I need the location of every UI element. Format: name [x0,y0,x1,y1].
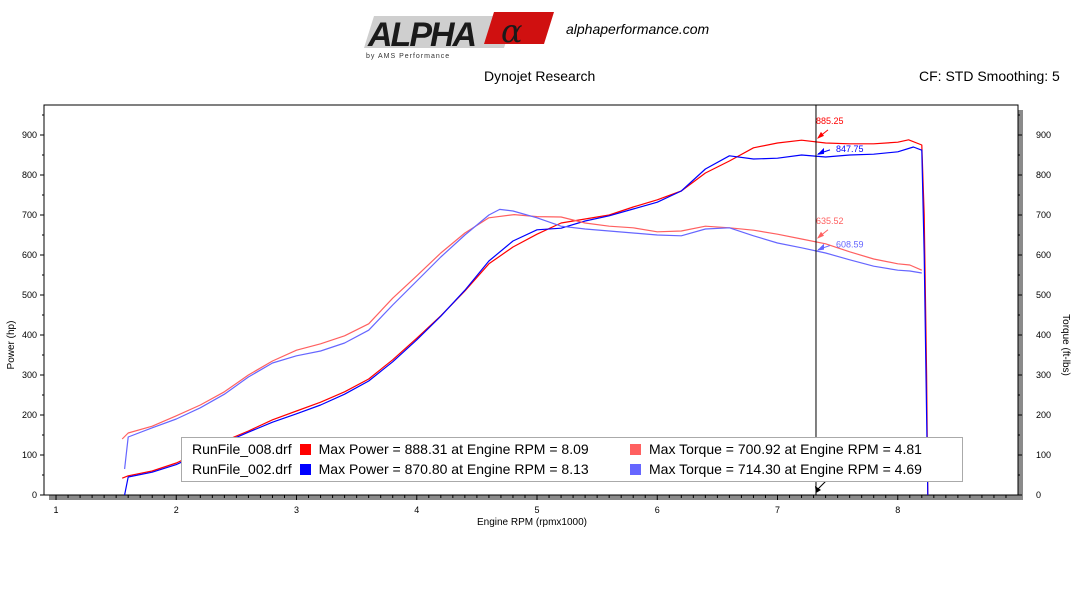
y-tick-label-left: 900 [22,130,37,140]
y-tick-label-left: 0 [32,490,37,500]
x-tick-label: 5 [535,505,540,515]
y-tick-label-left: 200 [22,410,37,420]
correction-info: CF: STD Smoothing: 5 [919,68,1060,84]
x-tick-label: 1 [54,505,59,515]
alpha-performance-logo: ALPHA α by AMS Performance [364,12,554,60]
y-axis-title-right: Torque (ft-lbs) [1060,314,1071,376]
annotation-label: 608.59 [836,240,864,250]
y-tick-label-right: 100 [1036,450,1051,460]
legend-row-run008-torque: Max Torque = 700.92 at Engine RPM = 4.81 [622,439,922,459]
y-tick-label-right: 400 [1036,330,1051,340]
logo-subtitle: by AMS Performance [366,53,450,60]
tick-labels: 0 0 100 100 200 200 300 300 400 400 500 500 600 600 70… [22,130,1051,515]
frame-shadow-bottom [49,495,1023,500]
dyno-title: Dynojet Research [484,68,596,84]
cursor-arrow [814,486,821,493]
svg-text:α: α [501,12,523,50]
annotation-arrow [816,243,824,251]
plot-area [43,104,1019,496]
series-line-runfile002drf-power [124,146,929,496]
tick-marks [40,114,1022,500]
frame-shadow-right [1018,110,1023,500]
legend-row-run008: RunFile_008.drf Max Power = 888.31 at En… [192,439,589,459]
legend-swatch-torque [630,443,641,455]
x-tick-label: 8 [895,505,900,515]
dyno-chart: 0 0 100 100 200 200 300 300 400 400 500 500 600 600 70… [6,104,1071,528]
y-tick-label-left: 800 [22,170,37,180]
y-tick-label-right: 800 [1036,170,1051,180]
x-tick-label: 4 [414,505,419,515]
y-tick-label-right: 300 [1036,370,1051,380]
y-tick-label-left: 700 [22,210,37,220]
legend-file-name: RunFile_008.drf [192,441,292,457]
legend-file-name: RunFile_002.drf [192,461,292,477]
y-tick-label-left: 100 [22,450,37,460]
series-line-runfile008drf-torque [121,213,923,440]
value-annotations: 885.25 847.75 635.52 608.59 [816,116,864,251]
x-axis-title: Engine RPM (rpmx1000) [477,517,587,528]
y-tick-label-right: 700 [1036,210,1051,220]
legend-torque-text: Max Torque = 700.92 at Engine RPM = 4.81 [649,441,922,457]
x-tick-label: 7 [775,505,780,515]
y-axis-title-left: Power (hp) [6,321,17,370]
legend-swatch-power [299,443,311,455]
annotation-label: 885.25 [816,116,844,126]
legend-swatch-torque [630,463,641,475]
legend-power-text: Max Power = 870.80 at Engine RPM = 8.13 [318,461,589,477]
annotation-arrow [816,231,824,239]
y-tick-label-left: 500 [22,290,37,300]
legend-row-run002-torque: Max Torque = 714.30 at Engine RPM = 4.69 [622,459,922,479]
annotation-label: 635.52 [816,216,844,226]
series-group [121,139,929,496]
rpm-cursor [814,105,827,495]
y-tick-label-right: 500 [1036,290,1051,300]
logo-text: ALPHA [367,16,476,54]
y-tick-label-left: 300 [22,370,37,380]
y-tick-label-left: 400 [22,330,37,340]
y-tick-label-right: 600 [1036,250,1051,260]
legend-torque-text: Max Torque = 714.30 at Engine RPM = 4.69 [649,461,922,477]
y-tick-label-right: 0 [1036,490,1041,500]
annotation-label: 847.75 [836,144,864,154]
y-tick-label-right: 900 [1036,130,1051,140]
x-tick-label: 2 [174,505,179,515]
chart-frame [43,104,1023,500]
legend-power-text: Max Power = 888.31 at Engine RPM = 8.09 [318,441,589,457]
x-tick-label: 3 [294,505,299,515]
series-line-runfile002drf-torque [124,208,922,470]
annotation-arrow [816,147,824,155]
x-tick-label: 6 [655,505,660,515]
y-tick-label-left: 600 [22,250,37,260]
annotation-arrow [816,131,824,139]
legend-row-run002: RunFile_002.drf Max Power = 870.80 at En… [192,459,589,479]
chart-legend: RunFile_008.drf Max Power = 888.31 at En… [181,437,963,482]
series-line-runfile008drf-power [121,139,929,496]
legend-swatch-power [299,463,311,475]
cursor-arrow-tail [817,480,827,490]
site-url[interactable]: alphaperformance.com [566,21,710,37]
y-tick-label-right: 200 [1036,410,1051,420]
